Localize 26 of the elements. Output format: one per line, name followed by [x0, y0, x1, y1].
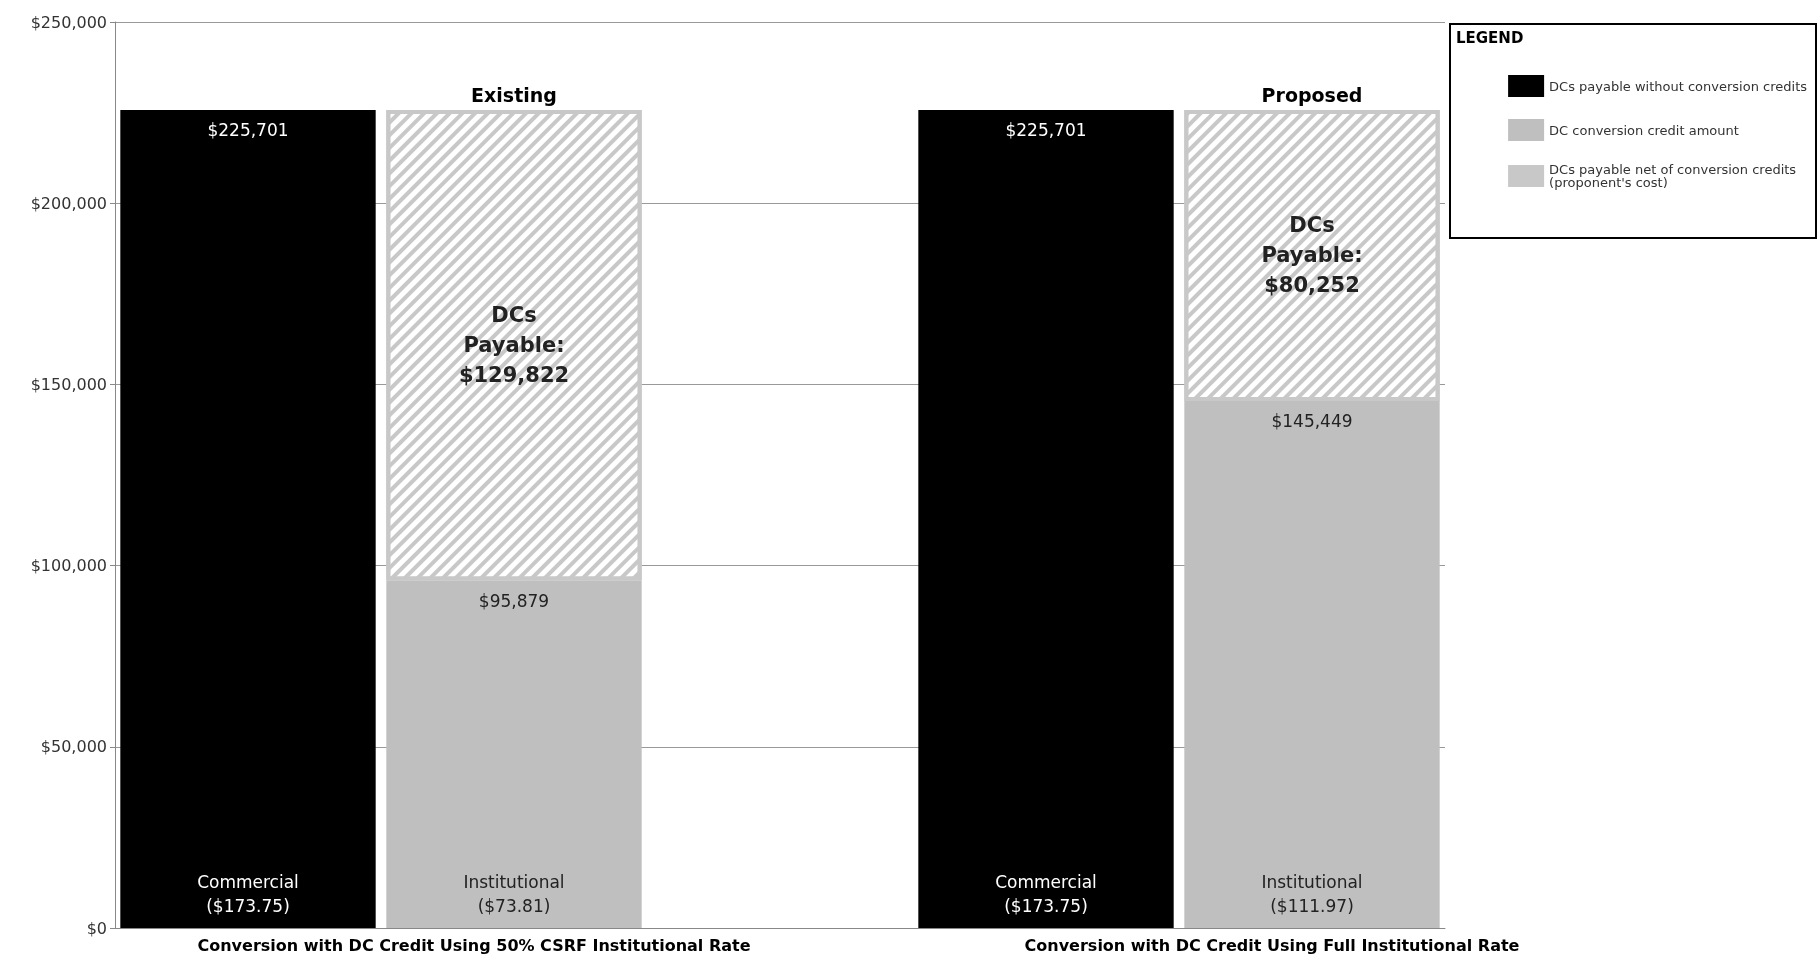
y-tick-label: $150,000: [30, 374, 107, 394]
x-tick-label: Commercial ($173.75): [995, 872, 1097, 916]
x-tick-label: Institutional ($73.81): [463, 872, 565, 916]
x-tick-label: Institutional ($111.97): [1261, 872, 1363, 916]
data-label: $145,449: [1271, 410, 1353, 431]
legend-label: DC conversion credit amount: [1549, 122, 1739, 138]
text: Conversion with DC Credit Using 50% CSRF Institutional Rate: [197, 935, 751, 955]
y-tick-label: $50,000: [40, 737, 107, 757]
legend-label: DCs payable without conversion credits: [1549, 78, 1808, 94]
y-tick-label: $0: [86, 918, 107, 938]
data-label: $225,701: [207, 120, 289, 141]
y-tick-label: $200,000: [30, 193, 107, 213]
legend-label: DCs payable net of conversion credits (proponent's cost): [1549, 162, 1801, 190]
annotation: Existing: [471, 83, 557, 106]
legend-title: LEGEND: [1456, 28, 1524, 47]
text: Conversion with DC Credit Using Full Institutional Rate: [1024, 935, 1520, 955]
data-label: $95,879: [478, 590, 550, 611]
bar: [918, 110, 1174, 928]
y-tick-label: $250,000: [30, 12, 107, 32]
x-tick-label: Commercial ($173.75): [197, 872, 299, 916]
data-label: DCs Payable: $80,252: [1261, 213, 1363, 298]
data-label: DCs Payable: $129,822: [458, 303, 570, 388]
bar: [120, 110, 376, 928]
data-label: $225,701: [1005, 120, 1087, 141]
annotation: Proposed: [1261, 83, 1363, 106]
y-tick-label: $100,000: [30, 556, 107, 576]
